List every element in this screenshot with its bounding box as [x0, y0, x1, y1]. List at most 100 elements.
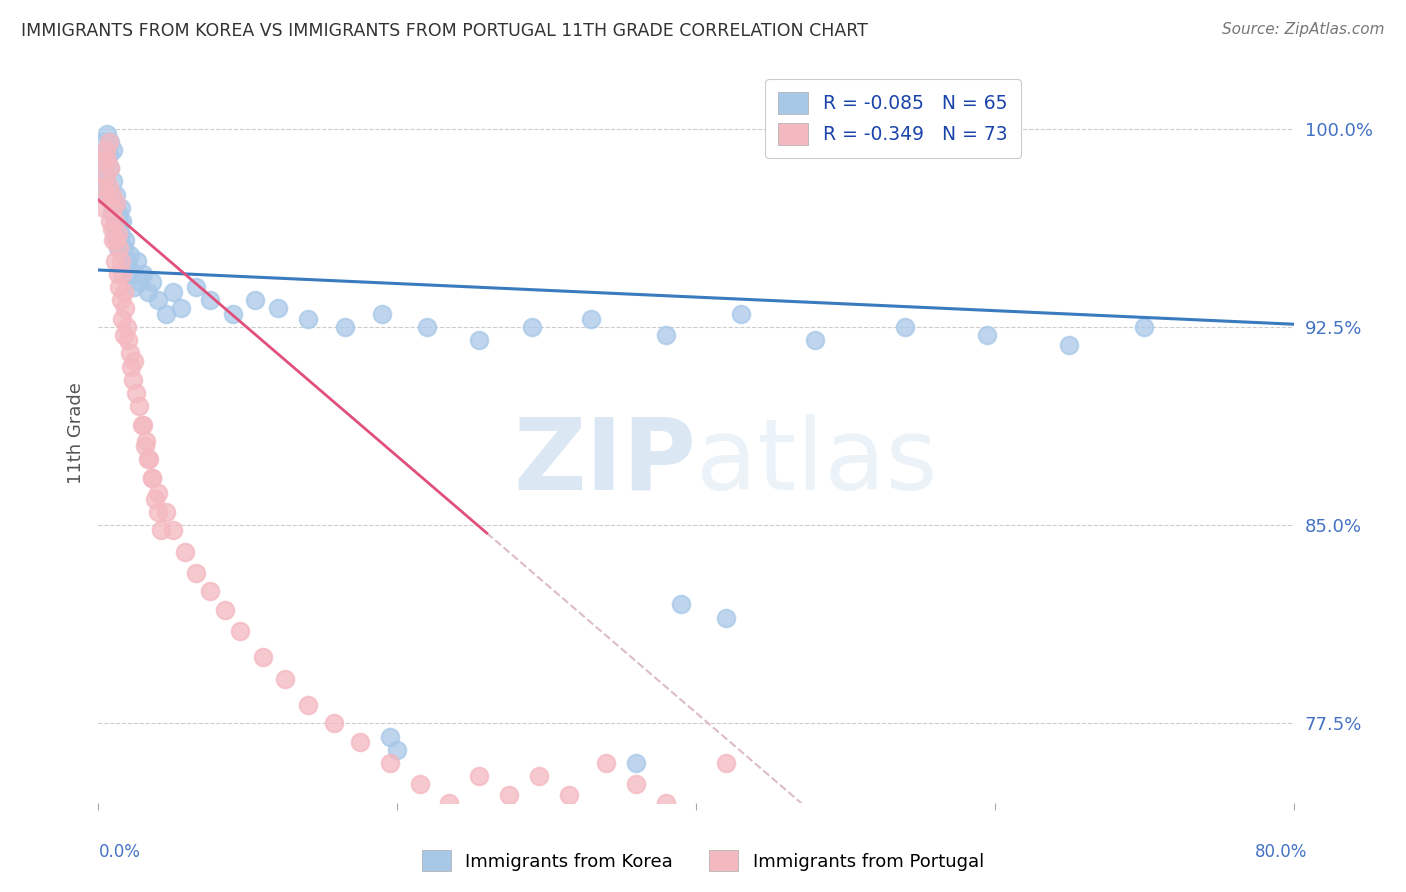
Point — [252, 650, 274, 665]
Point — [595, 756, 617, 771]
Point — [110, 201, 132, 215]
Point — [97, 135, 120, 149]
Point — [378, 730, 401, 744]
Point — [98, 135, 122, 149]
Point — [558, 788, 581, 802]
Text: IMMIGRANTS FROM KOREA VS IMMIGRANTS FROM PORTUGAL 11TH GRADE CORRELATION CHART: IMMIGRANTS FROM KOREA VS IMMIGRANTS FROM… — [21, 22, 868, 40]
Point — [468, 769, 491, 783]
Point — [274, 672, 297, 686]
Point — [468, 333, 491, 347]
Point — [94, 169, 117, 183]
Text: Source: ZipAtlas.com: Source: ZipAtlas.com — [1222, 22, 1385, 37]
Point — [184, 566, 207, 580]
Point — [107, 227, 129, 242]
Point — [184, 280, 207, 294]
Point — [714, 756, 737, 771]
Point — [111, 214, 134, 228]
Point — [297, 698, 319, 712]
Point — [104, 253, 127, 268]
Point — [107, 206, 129, 220]
Point — [91, 179, 114, 194]
Point — [371, 307, 394, 321]
Point — [141, 470, 163, 484]
Point — [91, 187, 114, 202]
Point — [108, 280, 131, 294]
Point — [128, 399, 150, 413]
Point — [98, 161, 122, 176]
Point — [655, 796, 678, 810]
Point — [104, 227, 127, 242]
Point — [323, 716, 346, 731]
Point — [101, 222, 124, 236]
Point — [104, 214, 127, 228]
Point — [111, 267, 134, 281]
Point — [349, 735, 371, 749]
Point — [333, 319, 356, 334]
Point — [976, 327, 998, 342]
Point — [110, 253, 132, 268]
Point — [114, 301, 136, 316]
Point — [378, 756, 401, 771]
Point — [101, 206, 124, 220]
Point — [297, 312, 319, 326]
Point — [121, 373, 143, 387]
Point — [127, 253, 149, 268]
Point — [96, 153, 118, 168]
Point — [439, 796, 461, 810]
Point — [141, 470, 163, 484]
Point — [125, 386, 148, 401]
Point — [120, 359, 142, 374]
Point — [1059, 338, 1081, 352]
Point — [136, 452, 159, 467]
Point — [148, 505, 170, 519]
Point — [155, 505, 177, 519]
Point — [103, 201, 125, 215]
Point — [120, 267, 142, 281]
Point — [131, 417, 153, 432]
Text: atlas: atlas — [696, 414, 938, 511]
Point — [669, 598, 692, 612]
Text: 0.0%: 0.0% — [98, 843, 141, 861]
Point — [229, 624, 252, 638]
Point — [103, 233, 125, 247]
Point — [110, 227, 132, 242]
Point — [135, 434, 157, 448]
Point — [148, 293, 170, 308]
Point — [118, 248, 141, 262]
Point — [112, 327, 135, 342]
Point — [527, 769, 550, 783]
Point — [103, 174, 125, 188]
Point — [115, 319, 138, 334]
Point — [124, 280, 146, 294]
Point — [155, 307, 177, 321]
Y-axis label: 11th Grade: 11th Grade — [66, 382, 84, 483]
Point — [108, 240, 131, 255]
Point — [162, 524, 184, 538]
Text: ZIP: ZIP — [513, 414, 696, 511]
Point — [94, 143, 117, 157]
Point — [115, 253, 138, 268]
Point — [138, 452, 160, 467]
Point — [105, 233, 128, 247]
Point — [150, 524, 173, 538]
Point — [105, 222, 128, 236]
Point — [655, 327, 678, 342]
Point — [626, 756, 648, 771]
Point — [626, 777, 648, 791]
Point — [104, 201, 127, 215]
Point — [1133, 319, 1156, 334]
Point — [498, 788, 520, 802]
Point — [118, 346, 141, 360]
Point — [124, 354, 146, 368]
Point — [143, 491, 166, 506]
Point — [98, 161, 122, 176]
Point — [408, 777, 430, 791]
Point — [200, 293, 222, 308]
Point — [101, 187, 124, 202]
Point — [97, 148, 120, 162]
Point — [520, 319, 543, 334]
Point — [117, 259, 139, 273]
Point — [114, 233, 136, 247]
Legend: Immigrants from Korea, Immigrants from Portugal: Immigrants from Korea, Immigrants from P… — [415, 843, 991, 879]
Point — [894, 319, 917, 334]
